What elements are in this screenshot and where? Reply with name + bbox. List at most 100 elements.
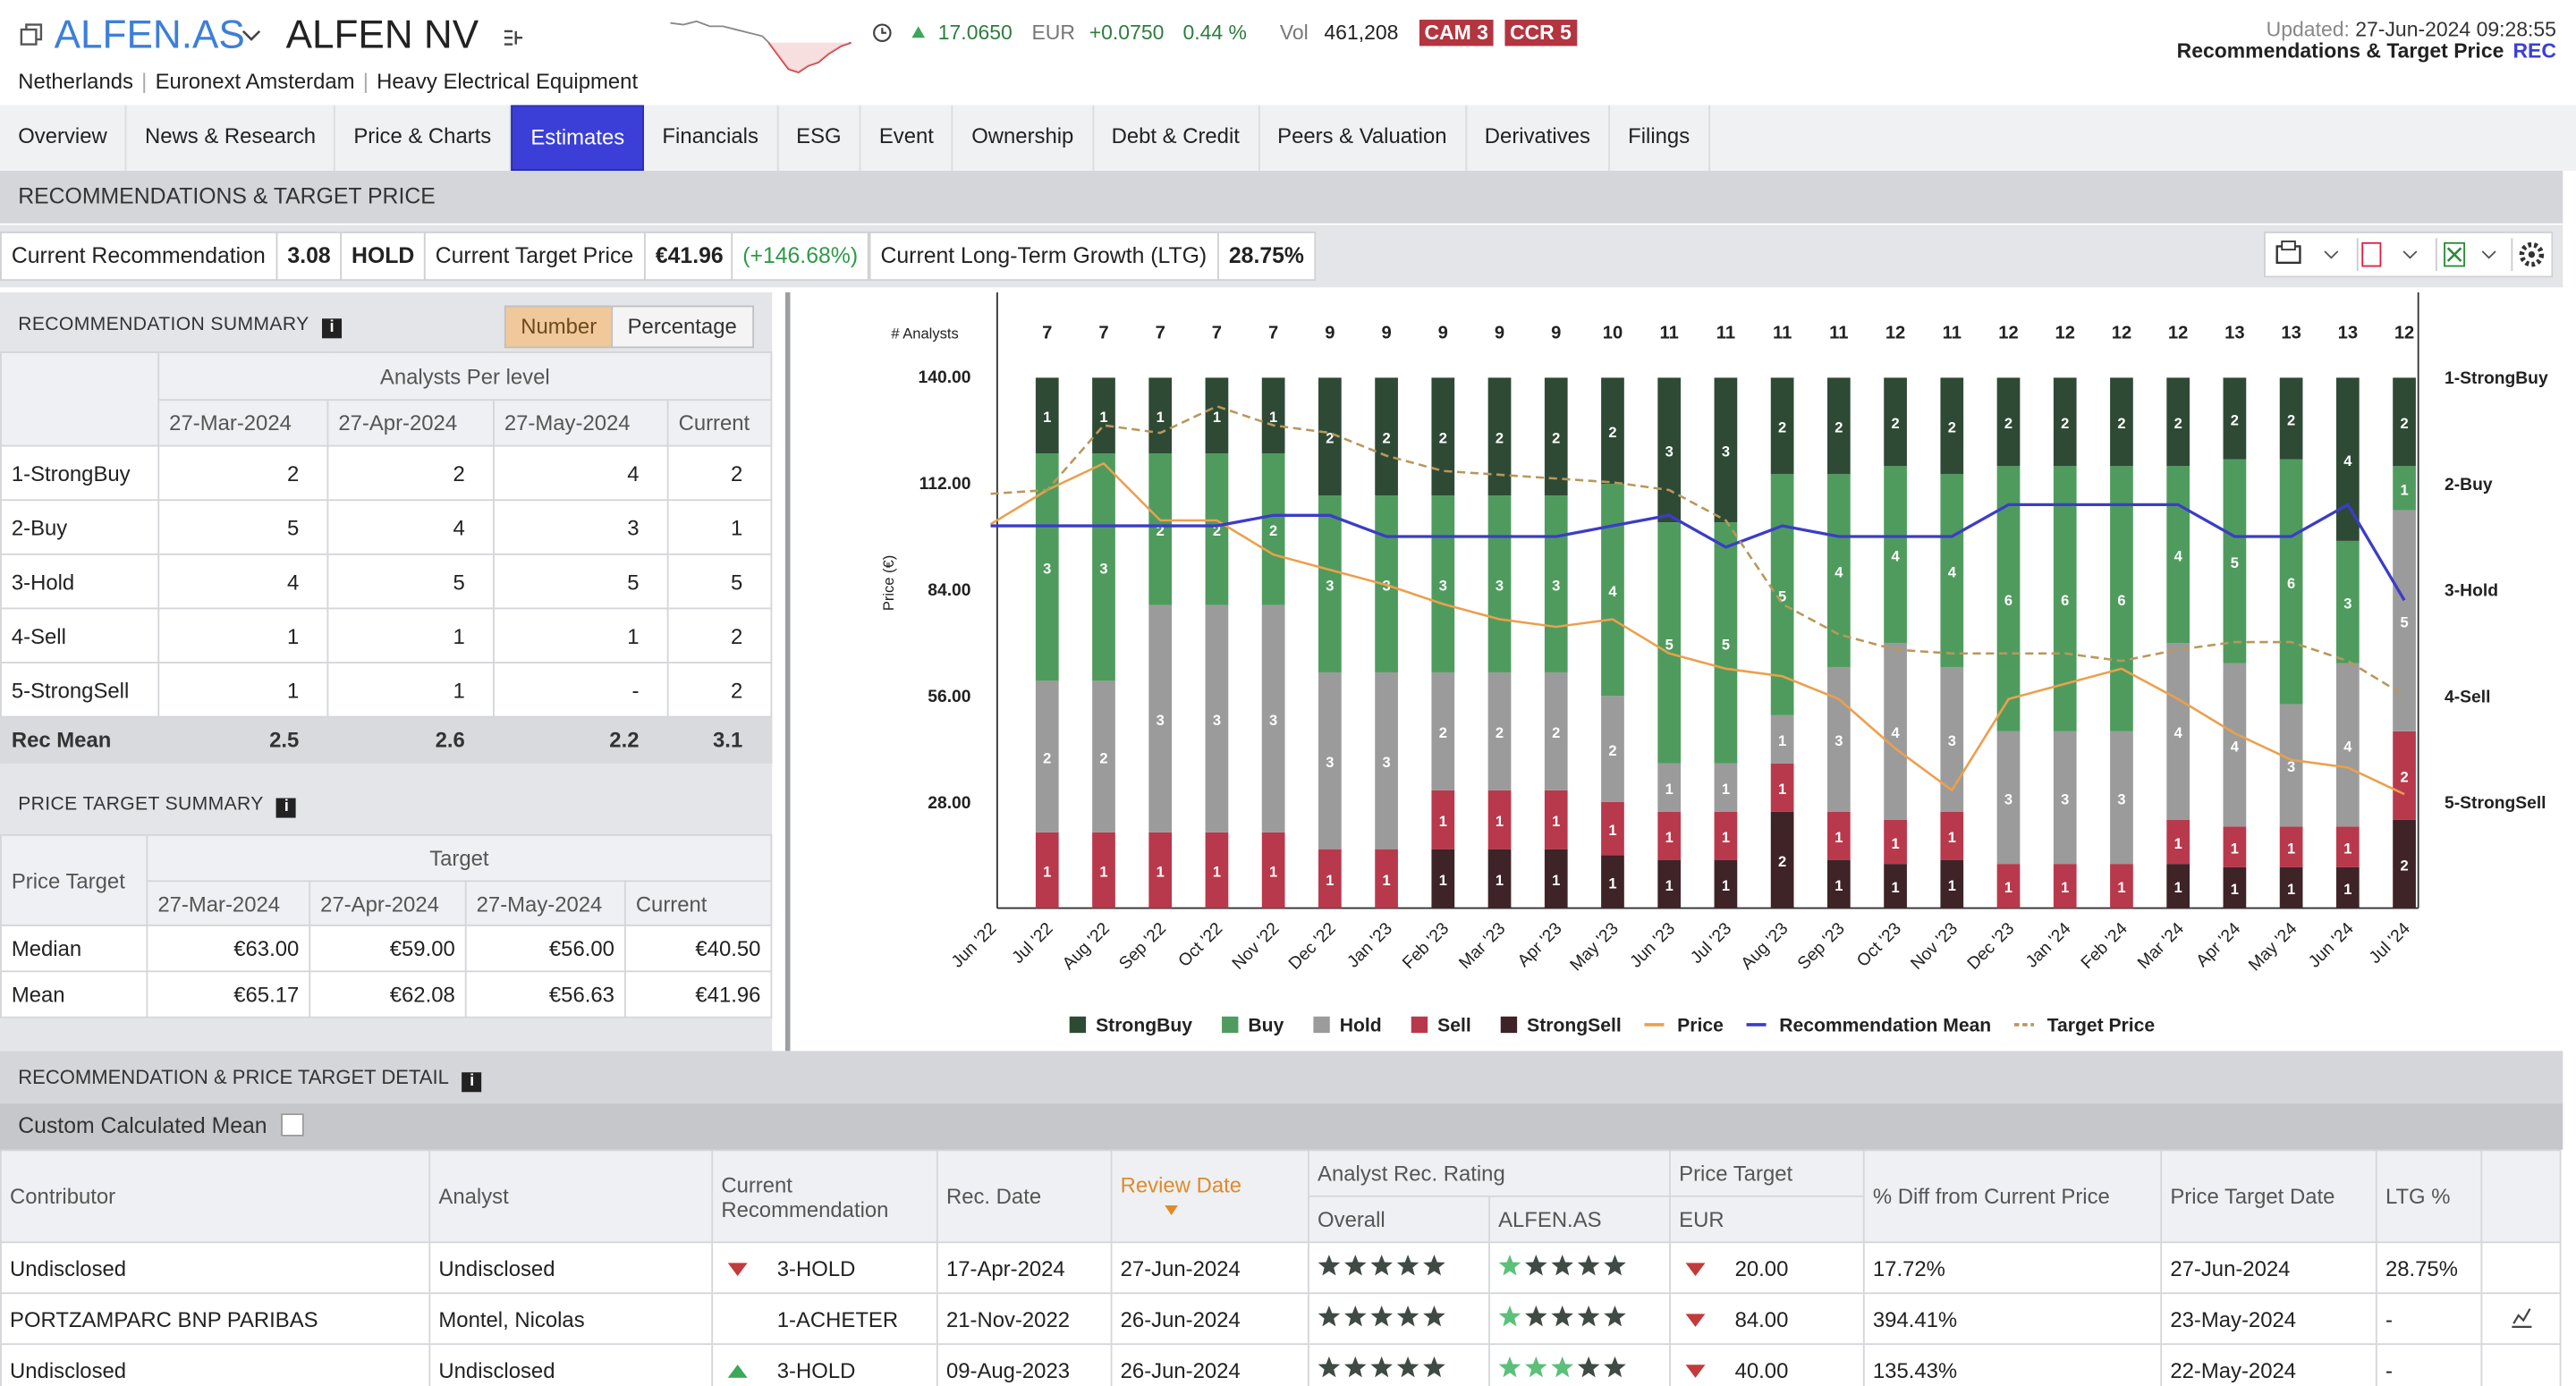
summary-cell: Current Recommendation	[0, 231, 277, 282]
row-label: Median	[0, 924, 148, 973]
analyst-count: 10	[1603, 323, 1623, 342]
hierarchy-icon[interactable]	[501, 26, 524, 49]
trend-arrow	[1685, 1313, 1706, 1326]
review-date: 27-Jun-2024	[1110, 1241, 1309, 1295]
toggle-button[interactable]: Percentage	[611, 305, 754, 349]
column-header[interactable]: Price Target Date	[2160, 1149, 2377, 1244]
column-header[interactable]: Analyst Rec. Rating	[1308, 1149, 1671, 1197]
bar-label: 5	[1778, 587, 1786, 604]
badge[interactable]: CCR 5	[1504, 20, 1577, 46]
cell: 2	[326, 444, 495, 502]
bar-segment	[1205, 604, 1229, 832]
target-date: 27-Jun-2024	[2160, 1241, 2377, 1295]
column-header: 27-Apr-2024	[326, 399, 495, 447]
bar-segment	[2053, 731, 2077, 865]
bar-label: 3	[1496, 577, 1504, 594]
summary-cell: 28.75%	[1217, 231, 1316, 282]
bar-label: 1	[2231, 840, 2239, 857]
cell: 4	[493, 444, 669, 502]
analyst-count: 11	[1660, 323, 1679, 342]
bar-label: 1	[1835, 877, 1843, 894]
bar-segment	[1826, 666, 1851, 812]
bar-label: 3	[1722, 444, 1730, 461]
bar-segment	[1884, 377, 1907, 467]
column-header[interactable]: LTG %	[2375, 1149, 2483, 1244]
row: 3-Hold 4 5 5 5	[0, 553, 773, 610]
summary-cell: HOLD	[340, 231, 427, 282]
tab[interactable]: Estimates	[511, 105, 645, 171]
column-header[interactable]: Current Recommendation	[711, 1149, 938, 1244]
ticker-dropdown[interactable]	[240, 28, 263, 44]
toolbar-icons[interactable]	[2266, 233, 2552, 276]
bar-segment	[1601, 855, 1624, 909]
row-label: 5-StrongSell	[0, 662, 160, 718]
bar-label: 1	[2343, 840, 2351, 857]
bar-label: 4	[2343, 738, 2352, 755]
column-header: 27-Apr-2024	[309, 880, 467, 926]
bar-segment	[2110, 864, 2133, 909]
badge[interactable]: CAM 3	[1419, 20, 1494, 46]
column-header[interactable]: Contributor	[0, 1149, 431, 1244]
bar-segment	[1657, 859, 1682, 909]
analyst-count: 13	[2224, 323, 2244, 342]
bar-label: 2	[1608, 424, 1616, 441]
tab[interactable]: Derivatives	[1467, 105, 1610, 171]
tab[interactable]: Filings	[1610, 105, 1710, 171]
analyst-count: 11	[1829, 323, 1848, 342]
page-code: REC	[2512, 39, 2556, 63]
column-header: 27-May-2024	[493, 399, 669, 447]
blank	[2480, 1149, 2562, 1244]
tab[interactable]: Financials	[644, 105, 778, 171]
tab[interactable]: Debt & Credit	[1093, 105, 1259, 171]
bar-segment	[1092, 832, 1115, 909]
tab[interactable]: Price & Charts	[335, 105, 512, 171]
ticker[interactable]: ALFEN.AS	[54, 13, 245, 58]
bar-label: 2	[1835, 419, 1843, 436]
checkbox[interactable]	[280, 1113, 304, 1137]
bar-label: 1	[2231, 881, 2239, 898]
group-header: Analysts Per level	[157, 351, 773, 401]
bar-segment	[1205, 377, 1229, 454]
row: Mean €65.17 €62.08 €56.63 €41.96	[0, 970, 773, 1018]
bar-label: 3	[1213, 712, 1221, 729]
column-header[interactable]: Price Target	[1669, 1149, 1865, 1197]
toggle-button[interactable]: Number	[504, 305, 614, 349]
cell: €63.00	[146, 924, 311, 973]
tab[interactable]: News & Research	[127, 105, 336, 171]
chart-icon[interactable]	[2510, 1305, 2533, 1328]
row-label: Mean	[0, 970, 148, 1018]
tab[interactable]: Event	[861, 105, 953, 171]
tab[interactable]: Ownership	[953, 105, 1094, 171]
bar-label: 3	[1835, 732, 1843, 749]
detail-title-text: RECOMMENDATION & PRICE TARGET DETAIL	[18, 1065, 449, 1089]
tab-bar: Overview News & Research Price & Charts Est…	[0, 105, 2576, 171]
bar-segment	[1261, 832, 1285, 909]
info-icon: i	[276, 798, 297, 818]
bar-label: 1	[2343, 881, 2351, 898]
bar-label: 2	[2231, 411, 2239, 428]
tab[interactable]: ESG	[778, 105, 861, 171]
bar-label: 2	[2174, 415, 2182, 432]
tab[interactable]: Overview	[0, 105, 127, 171]
column-header: 27-May-2024	[464, 880, 626, 926]
column-header[interactable]: Review Date	[1110, 1149, 1309, 1244]
column-header[interactable]: Rec. Date	[936, 1149, 1113, 1244]
bar-segment	[1487, 790, 1512, 849]
tab[interactable]: Peers & Valuation	[1259, 105, 1467, 171]
price-target-text: 20.00	[1734, 1255, 1789, 1280]
updated: Updated: 27-Jun-2024 09:28:55	[2267, 18, 2556, 41]
bar-label: 1	[1496, 813, 1504, 830]
change: +0.0750	[1089, 21, 1165, 45]
bar-label: 2	[1382, 430, 1390, 447]
window-icon[interactable]	[20, 23, 43, 46]
column-header[interactable]: % Diff from Current Price	[1862, 1149, 2163, 1244]
bar-segment	[1657, 522, 1682, 764]
review-date: 26-Jun-2024	[1110, 1292, 1309, 1346]
rec-summary-title: RECOMMENDATION SUMMARY	[18, 315, 309, 335]
row: 2-Buy 5 4 3 1	[0, 499, 773, 555]
column-header[interactable]: Analyst	[428, 1149, 714, 1244]
bar-label: 2	[1213, 522, 1221, 539]
row-header: Price Target	[0, 833, 148, 926]
bar-label: 3	[2343, 596, 2351, 613]
cell: 2	[666, 662, 773, 718]
